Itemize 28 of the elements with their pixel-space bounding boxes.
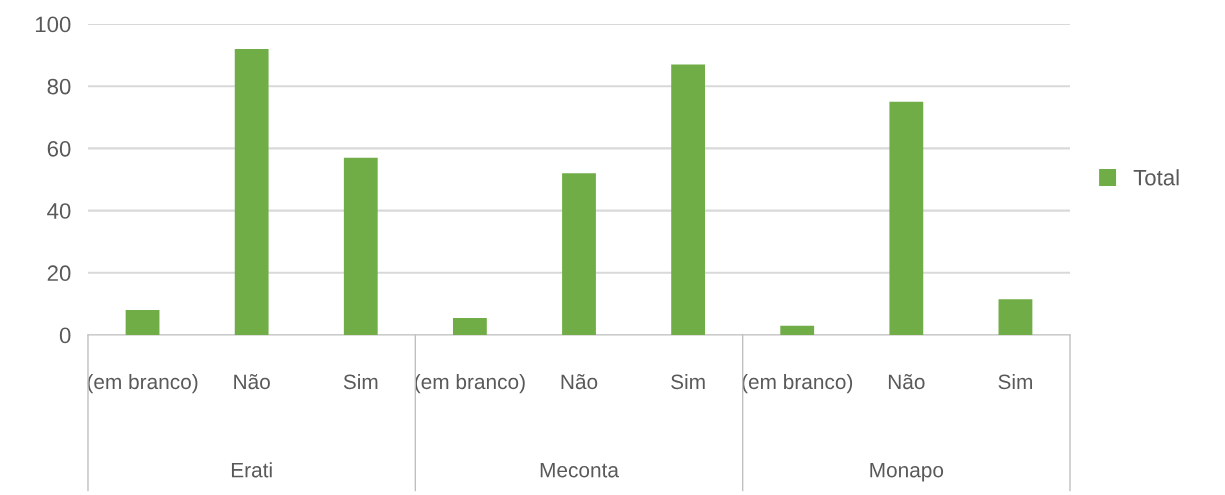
bar: [780, 325, 815, 335]
text: Monapo: [870, 462, 944, 482]
legend-label: Total: [1133, 169, 1179, 186]
x-tick-label: Não: [888, 374, 925, 390]
bar: [452, 317, 487, 335]
bar: [998, 299, 1033, 335]
y-tick-label: 100: [35, 16, 71, 33]
x-tick-label: Não: [234, 374, 270, 390]
bar: [562, 173, 596, 335]
x-tick-label: (em branco): [415, 373, 525, 394]
bar: [343, 157, 378, 335]
x-tick-label: Não: [561, 374, 598, 390]
bar: [125, 310, 160, 335]
bar: [234, 48, 269, 335]
y-tick-label: 80: [47, 78, 71, 95]
x-tick-label: (em branco): [742, 373, 853, 394]
text: Meconta: [540, 462, 619, 478]
x-tick-label: Sim: [671, 373, 705, 390]
y-tick-label: 40: [47, 203, 71, 219]
x-tick-label: Sim: [343, 373, 378, 390]
x-tick-label: (em branco): [87, 373, 198, 394]
text: Erati: [231, 462, 272, 478]
y-tick-label: 0: [59, 327, 71, 344]
x-tick-label: Sim: [998, 373, 1033, 390]
bar: [889, 101, 924, 335]
y-tick-label: 60: [47, 140, 71, 157]
bar: [671, 64, 706, 335]
y-tick-label: 20: [47, 265, 71, 282]
